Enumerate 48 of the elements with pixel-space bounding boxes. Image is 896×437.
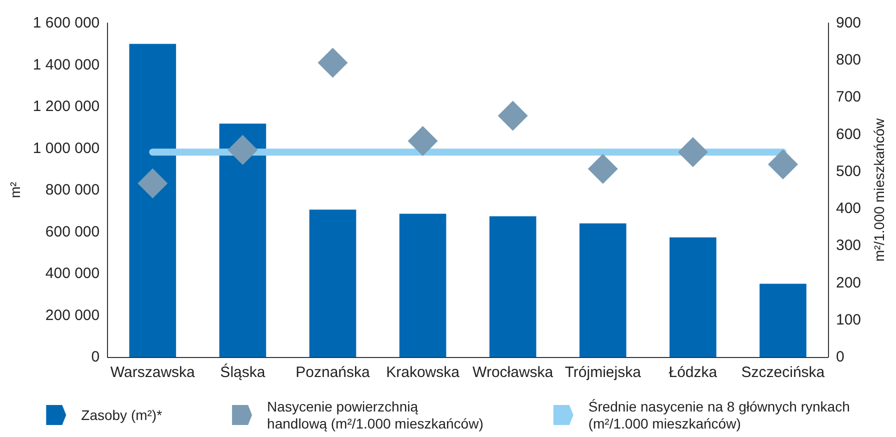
bar bbox=[489, 216, 536, 357]
bar bbox=[399, 214, 446, 357]
point bbox=[318, 48, 348, 78]
x-tick-label: Trójmiejska bbox=[564, 364, 642, 381]
y-tick-label: 0 bbox=[91, 348, 100, 366]
y2-tick-label: 300 bbox=[836, 237, 862, 254]
bar bbox=[579, 223, 626, 357]
bar bbox=[309, 210, 356, 357]
legend-label: Nasycenie powierzchnią handlową (m²/1.000 mieszkańców) bbox=[267, 398, 484, 432]
bar bbox=[760, 284, 806, 357]
y-tick-label: 1 200 000 bbox=[32, 98, 100, 115]
x-tick-label: Wrocławska bbox=[472, 364, 554, 381]
x-tick-label: Krakowska bbox=[386, 364, 460, 381]
y2-tick-label: 200 bbox=[836, 274, 862, 292]
y2-tick-label: 600 bbox=[836, 126, 862, 143]
y2-tick-label: 700 bbox=[836, 88, 862, 106]
x-tick-label: Śląska bbox=[220, 363, 266, 381]
y-tick-label: 800 000 bbox=[45, 182, 100, 198]
bar bbox=[129, 44, 176, 357]
bar bbox=[670, 237, 716, 357]
point bbox=[768, 149, 798, 180]
point bbox=[588, 154, 618, 184]
legend-label: Średnie nasycenie na 8 głównych rynkach (m²/1.000 mieszkańców) bbox=[588, 398, 850, 432]
point bbox=[138, 168, 168, 198]
y-tick-label: 1 600 000 bbox=[32, 14, 100, 32]
y-tick-label: 1 000 000 bbox=[32, 140, 100, 157]
y-tick-label: 1 400 000 bbox=[32, 56, 100, 74]
y2-tick-label: 0 bbox=[836, 348, 844, 366]
legend-label: Zasoby (m²)* bbox=[81, 407, 163, 423]
y2-axis-title: m²/1.000 mieszkańców bbox=[870, 118, 887, 262]
point bbox=[228, 134, 258, 165]
point bbox=[408, 126, 438, 156]
y2-tick-label: 400 bbox=[836, 200, 862, 218]
x-tick-label: Łódzka bbox=[668, 364, 718, 381]
bar bbox=[219, 124, 266, 357]
y-tick-label: 600 000 bbox=[45, 223, 100, 240]
x-tick-label: Warszawska bbox=[110, 364, 196, 381]
y2-tick-label: 800 bbox=[836, 52, 862, 69]
point bbox=[678, 137, 708, 168]
y2-tick-label: 900 bbox=[836, 14, 862, 32]
y-tick-label: 200 000 bbox=[45, 306, 100, 324]
y-tick-label: 400 000 bbox=[45, 265, 100, 282]
y2-tick-label: 500 bbox=[836, 162, 862, 180]
y2-tick-label: 100 bbox=[836, 311, 862, 328]
x-tick-label: Szczecińska bbox=[741, 364, 826, 381]
point bbox=[498, 100, 528, 131]
y-axis-title: m² bbox=[7, 182, 23, 198]
x-tick-label: Poznańska bbox=[296, 364, 371, 381]
